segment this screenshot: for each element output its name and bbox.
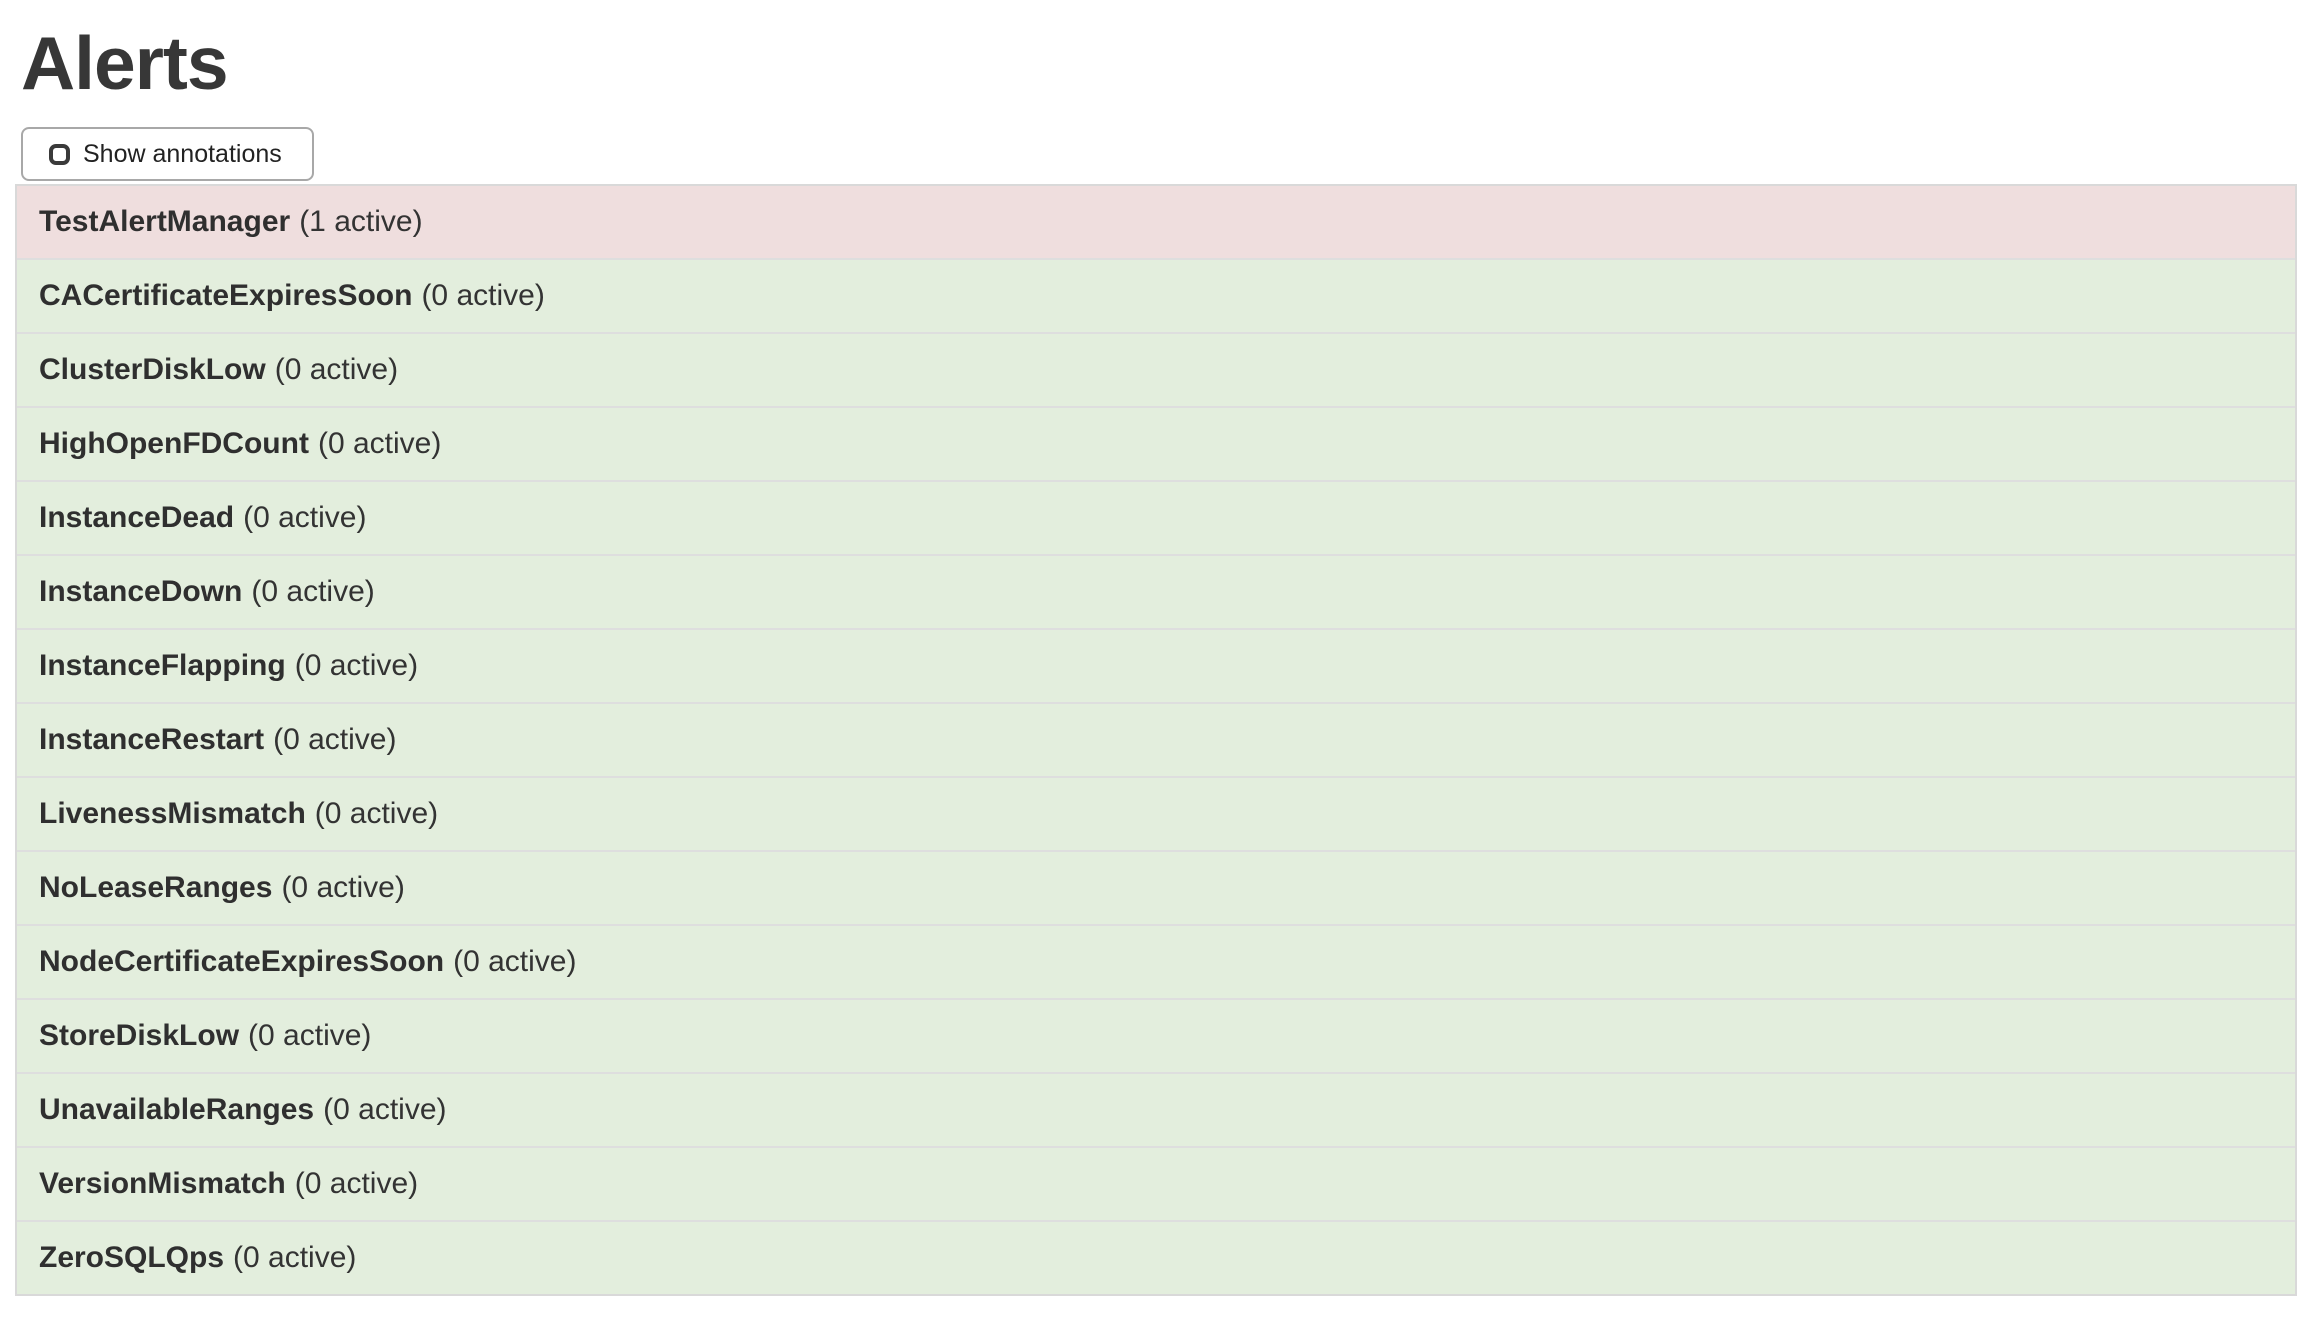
alert-name: VersionMismatch bbox=[39, 1167, 286, 1200]
alert-row[interactable]: InstanceDead (0 active) bbox=[17, 480, 2295, 554]
alert-row[interactable]: HighOpenFDCount (0 active) bbox=[17, 406, 2295, 480]
alert-name: TestAlertManager bbox=[39, 205, 291, 238]
alert-name: NodeCertificateExpiresSoon bbox=[39, 945, 445, 978]
alert-active-count: (0 active) bbox=[274, 353, 399, 386]
alert-active-count: (0 active) bbox=[421, 279, 545, 312]
alert-name: InstanceFlapping bbox=[39, 649, 286, 682]
alert-row[interactable]: StoreDiskLow (0 active) bbox=[17, 998, 2295, 1072]
alert-row[interactable]: NoLeaseRanges (0 active) bbox=[17, 850, 2295, 924]
alert-active-count: (0 active) bbox=[323, 1093, 447, 1126]
alert-row[interactable]: CACertificateExpiresSoon (0 active) bbox=[17, 258, 2295, 332]
alerts-list: TestAlertManager (1 active) CACertificateE… bbox=[15, 184, 2297, 1296]
page-title: Alerts bbox=[21, 21, 229, 105]
alert-name: ZeroSQLQps bbox=[39, 1241, 225, 1274]
alert-row[interactable]: ClusterDiskLow (0 active) bbox=[17, 332, 2295, 406]
alert-name: LivenessMismatch bbox=[39, 797, 306, 830]
alert-active-count: (0 active) bbox=[248, 1019, 372, 1052]
alert-name: NoLeaseRanges bbox=[39, 871, 273, 904]
alert-name: InstanceRestart bbox=[39, 723, 265, 756]
alert-row[interactable]: InstanceRestart (0 active) bbox=[17, 702, 2295, 776]
alerts-page: Alerts Show annotations TestAlertManager… bbox=[0, 26, 2312, 1332]
alert-row[interactable]: UnavailableRanges (0 active) bbox=[17, 1072, 2295, 1146]
alert-row[interactable]: LivenessMismatch (0 active) bbox=[17, 776, 2295, 850]
alert-active-count: (0 active) bbox=[314, 797, 439, 830]
alert-name: StoreDiskLow bbox=[39, 1019, 240, 1052]
alert-name: UnavailableRanges bbox=[39, 1093, 315, 1126]
alert-active-count: (0 active) bbox=[294, 649, 419, 682]
alert-row[interactable]: InstanceDown (0 active) bbox=[17, 554, 2295, 628]
alert-active-count: (0 active) bbox=[453, 945, 577, 978]
alert-row[interactable]: TestAlertManager (1 active) bbox=[17, 186, 2295, 258]
alert-active-count: (0 active) bbox=[294, 1167, 419, 1200]
alert-row[interactable]: VersionMismatch (0 active) bbox=[17, 1146, 2295, 1220]
alert-name: ClusterDiskLow bbox=[39, 353, 266, 386]
alert-row[interactable]: InstanceFlapping (0 active) bbox=[17, 628, 2295, 702]
alert-active-count: (0 active) bbox=[251, 575, 375, 608]
alert-active-count: (0 active) bbox=[281, 871, 405, 904]
alert-name: CACertificateExpiresSoon bbox=[39, 279, 413, 312]
show-annotations-button[interactable]: Show annotations bbox=[21, 127, 314, 181]
alert-row[interactable]: ZeroSQLQps (0 active) bbox=[17, 1220, 2295, 1294]
alert-active-count: (0 active) bbox=[233, 1241, 357, 1274]
alert-row[interactable]: NodeCertificateExpiresSoon (0 active) bbox=[17, 924, 2295, 998]
alert-active-count: (0 active) bbox=[243, 501, 367, 534]
alert-active-count: (0 active) bbox=[317, 427, 442, 460]
alert-name: InstanceDead bbox=[39, 501, 235, 534]
alert-name: InstanceDown bbox=[39, 575, 243, 608]
alert-active-count: (0 active) bbox=[273, 723, 397, 756]
alert-active-count: (1 active) bbox=[299, 205, 423, 238]
show-annotations-label: Show annotations bbox=[83, 139, 282, 168]
checkbox-unchecked-icon[interactable] bbox=[49, 143, 70, 165]
alert-name: HighOpenFDCount bbox=[39, 427, 309, 460]
